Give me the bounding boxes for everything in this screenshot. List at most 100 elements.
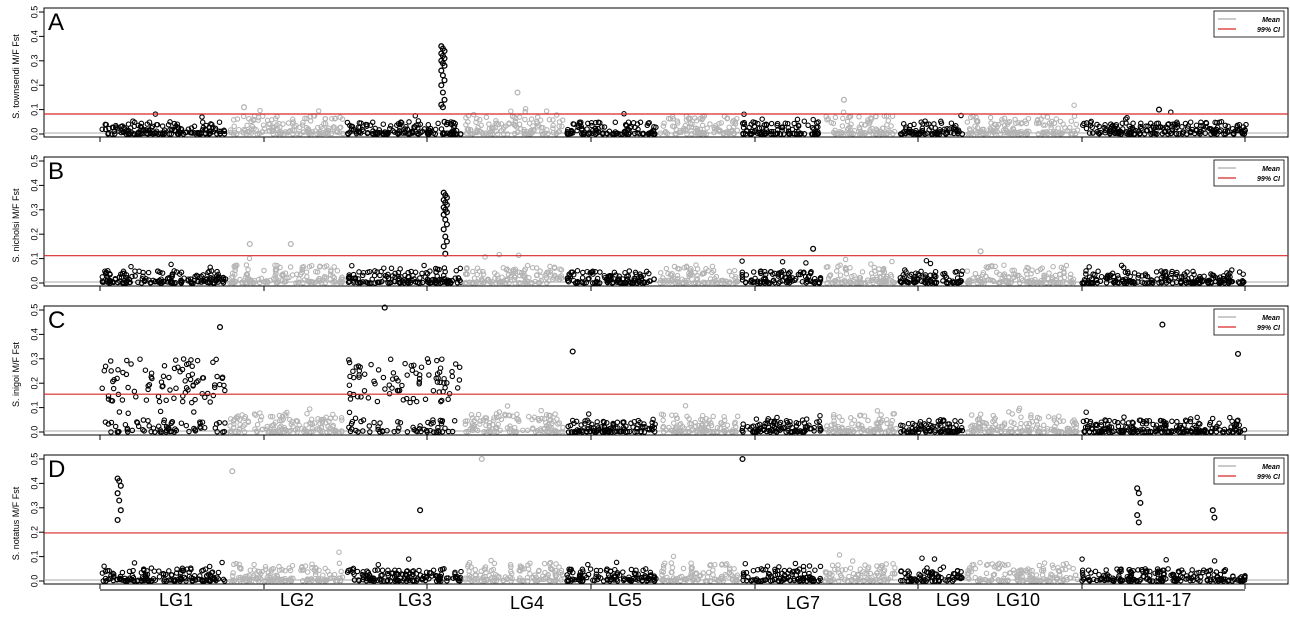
data-point — [372, 420, 376, 424]
data-point — [389, 266, 393, 270]
peak-point — [441, 90, 446, 95]
data-point — [123, 423, 127, 427]
data-point — [1195, 415, 1199, 419]
data-point — [457, 378, 461, 382]
data-point — [435, 358, 439, 362]
data-point — [953, 419, 957, 423]
y-tick-label: 0.2 — [29, 526, 39, 539]
data-point — [125, 358, 129, 362]
data-point — [1047, 271, 1051, 275]
y-tick-label: 0.5 — [29, 6, 39, 19]
data-point — [211, 360, 215, 364]
y-tick-label: 0.2 — [29, 79, 39, 92]
data-point — [890, 259, 894, 263]
data-point — [200, 115, 204, 119]
data-point — [1122, 415, 1126, 419]
data-point — [1042, 423, 1046, 427]
data-point — [561, 425, 565, 429]
data-point — [440, 357, 444, 361]
data-point — [351, 369, 355, 373]
data-point — [162, 364, 166, 368]
peak-point — [978, 249, 983, 254]
data-point — [614, 560, 618, 564]
data-point — [523, 117, 527, 121]
data-point — [362, 389, 366, 393]
points — [100, 44, 1248, 136]
data-point — [711, 414, 715, 418]
data-point — [391, 371, 395, 375]
data-point — [381, 375, 385, 379]
data-point — [548, 264, 552, 268]
data-point — [242, 430, 246, 434]
data-point — [381, 122, 385, 126]
data-point — [389, 357, 393, 361]
data-point — [157, 399, 161, 403]
data-point — [885, 123, 889, 127]
data-point — [179, 421, 183, 425]
data-point — [357, 270, 361, 274]
data-point — [866, 418, 870, 422]
data-point — [208, 400, 212, 404]
data-point — [350, 264, 354, 268]
data-point — [184, 423, 188, 427]
data-point — [339, 569, 343, 573]
data-point — [353, 416, 357, 420]
data-point — [102, 564, 106, 568]
data-point — [1084, 410, 1088, 414]
peak-point — [1236, 352, 1241, 357]
data-point — [366, 396, 370, 400]
data-point — [473, 568, 477, 572]
data-point — [988, 115, 992, 119]
data-point — [446, 397, 450, 401]
data-point — [167, 375, 171, 379]
data-point — [305, 412, 309, 416]
data-point — [232, 124, 236, 128]
data-point — [132, 561, 136, 565]
data-point — [169, 262, 173, 266]
data-point — [157, 575, 161, 579]
data-point — [708, 122, 712, 126]
data-point — [1211, 416, 1215, 420]
data-point — [450, 374, 454, 378]
legend-entry: 99% CI — [1257, 27, 1281, 34]
data-point — [141, 418, 145, 422]
data-point — [1072, 114, 1076, 118]
data-point — [408, 400, 412, 404]
data-point — [456, 386, 460, 390]
peak-point — [439, 68, 444, 73]
data-point — [246, 267, 250, 271]
data-point — [222, 383, 226, 387]
data-point — [144, 398, 148, 402]
data-point — [415, 399, 419, 403]
data-point — [337, 550, 341, 554]
data-point — [400, 383, 404, 387]
data-point — [189, 358, 193, 362]
y-tick-label: 0.3 — [29, 204, 39, 217]
data-point — [1045, 115, 1049, 119]
y-tick-label: 0.2 — [29, 228, 39, 241]
data-point — [398, 267, 402, 271]
data-point — [413, 270, 417, 274]
y-axis-label: S. townsendi M/F Fst — [11, 34, 21, 119]
data-point — [347, 383, 351, 387]
y-tick-label: 0.4 — [29, 179, 39, 192]
data-point — [529, 117, 533, 121]
data-point — [1046, 415, 1050, 419]
data-point — [1132, 271, 1136, 275]
data-point — [860, 270, 864, 274]
panel-letter: A — [48, 9, 64, 36]
peak-point — [443, 217, 448, 222]
data-point — [116, 368, 120, 372]
data-point — [252, 562, 256, 566]
data-point — [1099, 275, 1103, 279]
data-point — [1154, 270, 1158, 274]
data-point — [262, 268, 266, 272]
data-point — [664, 266, 668, 270]
y-tick-label: 0.1 — [29, 103, 39, 116]
data-point — [736, 414, 740, 418]
